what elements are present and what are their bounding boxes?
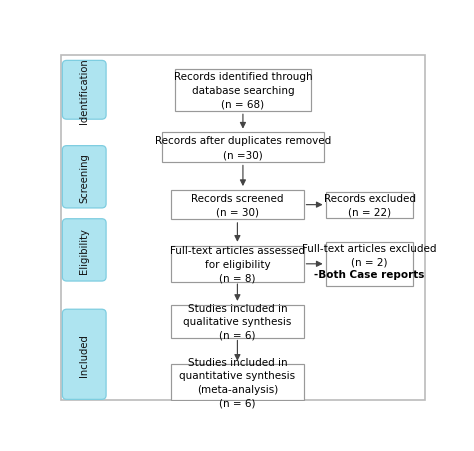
Text: Records after duplicates removed
(n =30): Records after duplicates removed (n =30) bbox=[155, 136, 331, 160]
FancyBboxPatch shape bbox=[162, 133, 324, 163]
Text: -Both Case reports: -Both Case reports bbox=[314, 270, 425, 280]
FancyBboxPatch shape bbox=[63, 146, 106, 208]
Text: Records screened
(n = 30): Records screened (n = 30) bbox=[191, 193, 283, 217]
FancyBboxPatch shape bbox=[63, 219, 106, 281]
FancyBboxPatch shape bbox=[327, 243, 413, 286]
Text: Records excluded
(n = 22): Records excluded (n = 22) bbox=[324, 193, 416, 217]
Text: Studies included in
quantitative synthesis
(meta-analysis)
(n = 6): Studies included in quantitative synthes… bbox=[179, 357, 295, 408]
FancyBboxPatch shape bbox=[63, 309, 106, 400]
Text: Identification: Identification bbox=[79, 58, 89, 124]
Text: Full-text articles excluded
(n = 2): Full-text articles excluded (n = 2) bbox=[302, 244, 437, 267]
Text: Studies included in
qualitative synthesis
(n = 6): Studies included in qualitative synthesi… bbox=[183, 303, 292, 340]
Text: Full-text articles assessed
for eligibility
(n = 8): Full-text articles assessed for eligibil… bbox=[170, 246, 305, 283]
FancyBboxPatch shape bbox=[171, 305, 303, 338]
FancyBboxPatch shape bbox=[327, 192, 413, 218]
FancyBboxPatch shape bbox=[171, 246, 303, 282]
Text: Records identified through
database searching
(n = 68): Records identified through database sear… bbox=[173, 72, 312, 109]
Text: Eligibility: Eligibility bbox=[79, 227, 89, 273]
FancyBboxPatch shape bbox=[175, 70, 311, 111]
Text: Screening: Screening bbox=[79, 152, 89, 202]
FancyBboxPatch shape bbox=[63, 61, 106, 120]
Text: Included: Included bbox=[79, 333, 89, 376]
FancyBboxPatch shape bbox=[171, 190, 303, 220]
FancyBboxPatch shape bbox=[171, 364, 303, 400]
